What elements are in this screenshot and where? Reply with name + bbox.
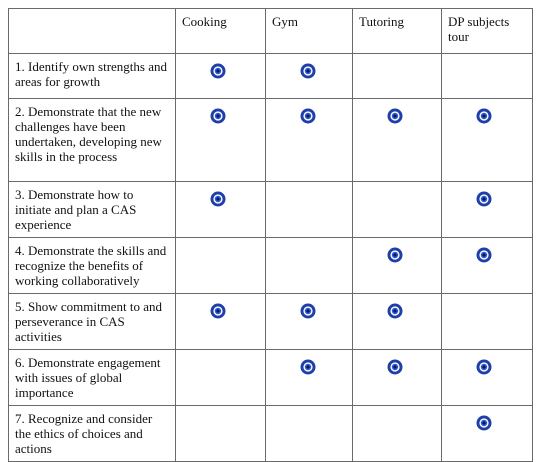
blue-circle-target-icon [210,303,226,319]
table-row: 1. Identify own strengths and areas for … [8,53,533,99]
blue-circle-target-icon [476,108,492,124]
blue-circle-target-icon [476,415,492,431]
cell-tutoring [352,293,442,350]
blue-circle-target-icon [387,359,403,375]
header-gym: Gym [265,8,353,54]
cell-gym [265,405,353,462]
blue-circle-target-icon [387,108,403,124]
blue-circle-target-icon [300,63,316,79]
cell-dp-subjects-tour [441,98,533,182]
table-row: 3. Demonstrate how to initiate and plan … [8,181,533,238]
outcome-label: 7. Recognize and consider the ethics of … [8,405,176,462]
cell-tutoring [352,237,442,294]
cell-cooking [175,405,266,462]
cell-cooking [175,181,266,238]
blue-circle-target-icon [210,108,226,124]
cell-cooking [175,293,266,350]
blue-circle-target-icon [210,191,226,207]
blue-circle-target-icon [476,191,492,207]
blue-circle-target-icon [387,303,403,319]
table-row: 7. Recognize and consider the ethics of … [8,405,533,462]
cell-tutoring [352,181,442,238]
blue-circle-target-icon [387,247,403,263]
blue-circle-target-icon [476,247,492,263]
outcome-label: 3. Demonstrate how to initiate and plan … [8,181,176,238]
outcome-label: 6. Demonstrate engagement with issues of… [8,349,176,406]
header-corner-cell [8,8,176,54]
cell-cooking [175,237,266,294]
blue-circle-target-icon [476,359,492,375]
cell-gym [265,237,353,294]
outcome-label: 4. Demonstrate the skills and recognize … [8,237,176,294]
cell-gym [265,349,353,406]
cell-gym [265,53,353,99]
cell-tutoring [352,53,442,99]
cell-gym [265,98,353,182]
blue-circle-target-icon [210,63,226,79]
blue-circle-target-icon [300,359,316,375]
outcome-label: 2. Demonstrate that the new challenges h… [8,98,176,182]
cell-dp-subjects-tour [441,405,533,462]
outcome-label: 5. Show commitment to and perseverance i… [8,293,176,350]
cell-dp-subjects-tour [441,293,533,350]
cell-cooking [175,98,266,182]
table-row: 4. Demonstrate the skills and recognize … [8,237,533,294]
header-row: Cooking Gym Tutoring DP subjects tour [8,8,533,54]
outcome-label: 1. Identify own strengths and areas for … [8,53,176,99]
blue-circle-target-icon [300,303,316,319]
table-body: 1. Identify own strengths and areas for … [8,53,533,462]
cell-tutoring [352,349,442,406]
cell-tutoring [352,405,442,462]
cell-dp-subjects-tour [441,349,533,406]
cell-gym [265,181,353,238]
table-row: 5. Show commitment to and perseverance i… [8,293,533,350]
table-row: 6. Demonstrate engagement with issues of… [8,349,533,406]
header-tutoring: Tutoring [352,8,442,54]
cell-gym [265,293,353,350]
cell-cooking [175,53,266,99]
cell-dp-subjects-tour [441,181,533,238]
header-cooking: Cooking [175,8,266,54]
table-row: 2. Demonstrate that the new challenges h… [8,98,533,182]
cell-cooking [175,349,266,406]
blue-circle-target-icon [300,108,316,124]
cell-dp-subjects-tour [441,53,533,99]
cas-outcomes-table: Cooking Gym Tutoring DP subjects tour 1.… [8,8,533,462]
cell-dp-subjects-tour [441,237,533,294]
cell-tutoring [352,98,442,182]
header-dp-subjects-tour: DP subjects tour [441,8,533,54]
